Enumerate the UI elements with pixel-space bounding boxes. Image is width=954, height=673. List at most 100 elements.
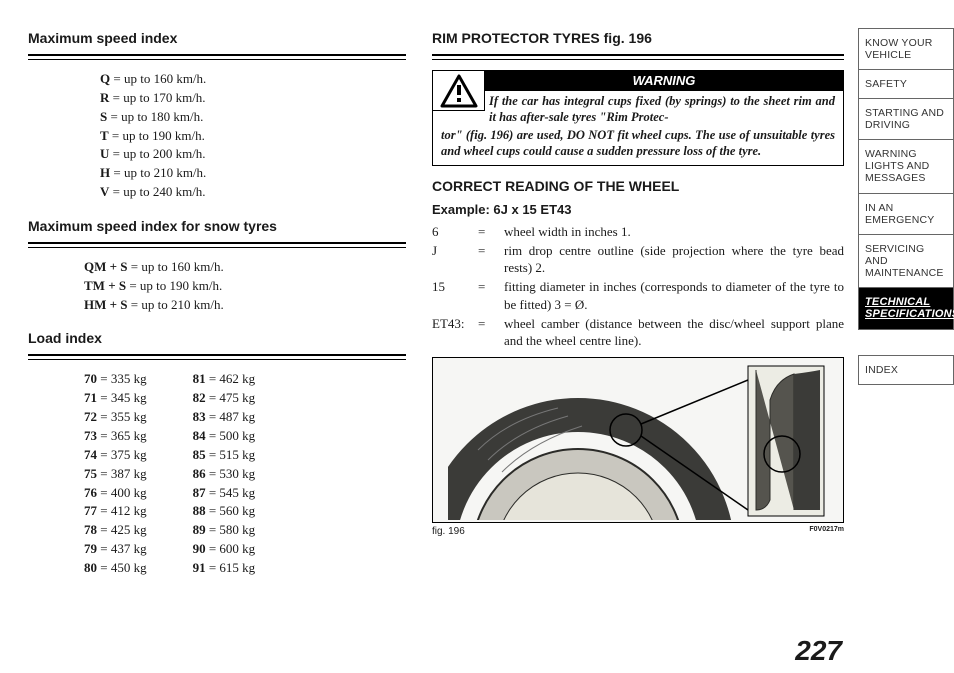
value: = 475 kg [206,390,256,405]
list-item: 70 = 335 kg [84,370,147,389]
value: = up to 210 km/h. [128,297,224,312]
key: 72 [84,409,97,424]
value: = 580 kg [206,522,256,537]
value: = 375 kg [97,447,147,462]
warning-text-first: If the car has integral cups fixed (by s… [485,91,843,125]
rule [28,354,406,356]
value: = 335 kg [97,371,147,386]
value: = 450 kg [97,560,147,575]
key: 73 [84,428,97,443]
rule [432,59,844,60]
list-item: 72 = 355 kg [84,408,147,427]
section-tab[interactable]: WARNING LIGHTS AND MESSAGES [858,139,954,193]
value: = up to 160 km/h. [110,71,206,86]
def-text: fitting diameter in inches (corresponds … [504,278,844,312]
speed-index-list: Q = up to 160 km/h.R = up to 170 km/h.S … [28,70,406,202]
list-item: 75 = 387 kg [84,465,147,484]
list-item: S = up to 180 km/h. [100,108,406,127]
left-column: Maximum speed index Q = up to 160 km/h.R… [28,30,406,661]
key: 75 [84,466,97,481]
figure-label: fig. 196 [432,526,465,537]
figure-caption: fig. 196 F0V0217m [432,526,844,537]
equals-icon: = [478,315,504,349]
value: = 500 kg [206,428,256,443]
list-item: H = up to 210 km/h. [100,164,406,183]
list-item: QM + S = up to 160 km/h. [84,258,406,277]
key: R [100,90,109,105]
list-item: 90 = 600 kg [193,540,256,559]
figure-196 [432,357,844,523]
value: = 365 kg [97,428,147,443]
key: TM + S [84,278,126,293]
warning-icon [433,71,485,111]
def-term: 6 [432,223,478,240]
section-tab[interactable]: IN AN EMERGENCY [858,193,954,235]
manual-page: Maximum speed index Q = up to 160 km/h.R… [0,0,954,673]
list-item: 83 = 487 kg [193,408,256,427]
key: 85 [193,447,206,462]
list-item: 76 = 400 kg [84,484,147,503]
value: = 437 kg [97,541,147,556]
key: 81 [193,371,206,386]
list-item: R = up to 170 km/h. [100,89,406,108]
rule [28,54,406,56]
value: = 615 kg [206,560,256,575]
key: 87 [193,485,206,500]
list-item: 85 = 515 kg [193,446,256,465]
key: 78 [84,522,97,537]
value: = 400 kg [97,485,147,500]
key: HM + S [84,297,128,312]
warning-text-rest: tor" (fig. 196) are used, DO NOT fit whe… [433,125,843,165]
key: U [100,146,109,161]
list-item: 89 = 580 kg [193,521,256,540]
key: V [100,184,109,199]
section-tab[interactable]: KNOW YOUR VEHICLE [858,28,954,70]
section-tab[interactable]: STARTING AND DRIVING [858,98,954,140]
list-item: T = up to 190 km/h. [100,127,406,146]
section-tab[interactable]: INDEX [858,355,954,385]
equals-icon: = [478,242,504,276]
value: = 425 kg [97,522,147,537]
key: 82 [193,390,206,405]
section-tab[interactable]: SERVICING AND MAINTENANCE [858,234,954,288]
list-item: 73 = 365 kg [84,427,147,446]
key: 89 [193,522,206,537]
page-number: 227 [795,635,842,667]
value: = 560 kg [206,503,256,518]
value: = up to 190 km/h. [109,128,205,143]
heading-snow-index: Maximum speed index for snow tyres [28,218,406,234]
key: 84 [193,428,206,443]
example-label: Example: 6J x 15 ET43 [432,202,844,217]
wheel-definitions: 6=wheel width in inches 1.J=rim drop cen… [432,223,844,349]
list-item: Q = up to 160 km/h. [100,70,406,89]
load-col-2: 81 = 462 kg82 = 475 kg83 = 487 kg84 = 50… [193,370,256,577]
load-col-1: 70 = 335 kg71 = 345 kg72 = 355 kg73 = 36… [84,370,147,577]
key: 70 [84,371,97,386]
list-item: TM + S = up to 190 km/h. [84,277,406,296]
heading-speed-index: Maximum speed index [28,30,406,46]
value: = up to 160 km/h. [128,259,224,274]
value: = 515 kg [206,447,256,462]
value: = up to 170 km/h. [109,90,205,105]
list-item: 87 = 545 kg [193,484,256,503]
content-area: Maximum speed index Q = up to 160 km/h.R… [0,0,858,673]
section-tab[interactable]: SAFETY [858,69,954,99]
section-tab[interactable]: TECHNICAL SPECIFICATIONS [858,287,954,330]
value: = 355 kg [97,409,147,424]
def-term: 15 [432,278,478,312]
value: = 600 kg [206,541,256,556]
value: = 487 kg [206,409,256,424]
key: 76 [84,485,97,500]
load-index-grid: 70 = 335 kg71 = 345 kg72 = 355 kg73 = 36… [28,370,406,577]
list-item: 88 = 560 kg [193,502,256,521]
list-item: U = up to 200 km/h. [100,145,406,164]
value: = 345 kg [97,390,147,405]
value: = up to 190 km/h. [126,278,222,293]
key: Q [100,71,110,86]
key: QM + S [84,259,128,274]
def-text: wheel camber (distance between the disc/… [504,315,844,349]
value: = 412 kg [97,503,147,518]
list-item: 84 = 500 kg [193,427,256,446]
rule [432,54,844,56]
def-text: wheel width in inches 1. [504,223,844,240]
